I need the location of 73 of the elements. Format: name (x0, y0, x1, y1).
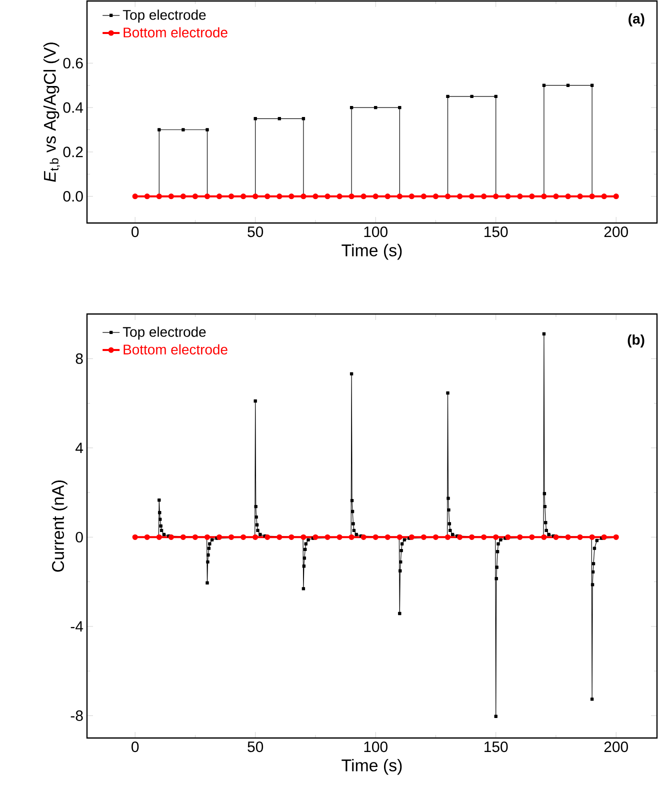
x-tick-label: 200 (604, 742, 628, 752)
point (216, 194, 222, 200)
x-axis-title: Time (s) (342, 758, 402, 775)
point (494, 94, 498, 98)
point (254, 117, 257, 120)
point (398, 106, 402, 110)
point (470, 94, 474, 98)
point (168, 194, 174, 200)
point (182, 128, 185, 132)
x-tick-label: 100 (364, 226, 388, 238)
point (565, 194, 571, 200)
y-tick-label: 0 (76, 532, 83, 542)
point (553, 194, 559, 200)
point (336, 194, 342, 200)
x-tick-label: 0 (132, 742, 139, 752)
point (180, 194, 186, 200)
y-tick-label: 0.4 (63, 102, 84, 113)
point (542, 84, 546, 87)
point (360, 194, 366, 200)
point (312, 194, 318, 200)
point (350, 106, 354, 110)
x-tick-label: 50 (248, 742, 264, 752)
point (374, 106, 378, 110)
point (158, 128, 161, 132)
point (590, 84, 594, 87)
y-tick-label: 0.6 (63, 58, 83, 68)
point (432, 194, 439, 200)
x-tick-label: 150 (484, 742, 508, 752)
point (324, 194, 330, 200)
legend-label: Bottom electrode (124, 344, 228, 354)
point (302, 117, 306, 120)
x-tick-label: 200 (604, 226, 628, 238)
x-tick-label: 150 (484, 226, 508, 238)
point (276, 194, 282, 200)
point (228, 194, 234, 200)
y-tick-label: 0.2 (63, 146, 83, 158)
point (517, 194, 523, 200)
y-axis-title: Current (nA) (52, 480, 68, 572)
y-axis-title: E$_{t,b}$ vs Ag/AgCl (V) (43, 42, 60, 182)
y-tick-label: 0.0 (63, 191, 83, 202)
point (577, 194, 583, 200)
x-tick-label: 50 (248, 226, 264, 238)
y-tick-label: -4 (70, 621, 84, 632)
point (240, 194, 246, 200)
point (144, 194, 150, 200)
x-tick-label: 100 (364, 742, 388, 752)
point (206, 128, 209, 132)
point (446, 94, 450, 98)
point (566, 84, 570, 87)
y-tick-label: 8 (76, 353, 83, 364)
legend-label: Bottom electrode (124, 27, 228, 38)
point (456, 194, 463, 200)
legend-label: Top electrode (122, 326, 206, 340)
x-axis-title: Time (s) (342, 244, 402, 260)
point (384, 194, 390, 200)
point (601, 194, 607, 200)
point (529, 194, 535, 200)
point (288, 194, 294, 200)
point (469, 194, 475, 200)
point (278, 117, 282, 120)
point (481, 194, 487, 200)
point (372, 194, 378, 200)
point (264, 194, 270, 200)
point (192, 194, 198, 200)
point (420, 194, 427, 200)
annotation: (a) (628, 13, 644, 26)
y-tick-label: -8 (70, 710, 83, 721)
annotation: (b) (628, 334, 644, 348)
y-tick-label: 4 (76, 442, 84, 454)
point (408, 194, 414, 200)
legend-label: Top electrode (122, 10, 206, 23)
point (505, 194, 511, 200)
x-tick-label: 0 (132, 226, 139, 238)
